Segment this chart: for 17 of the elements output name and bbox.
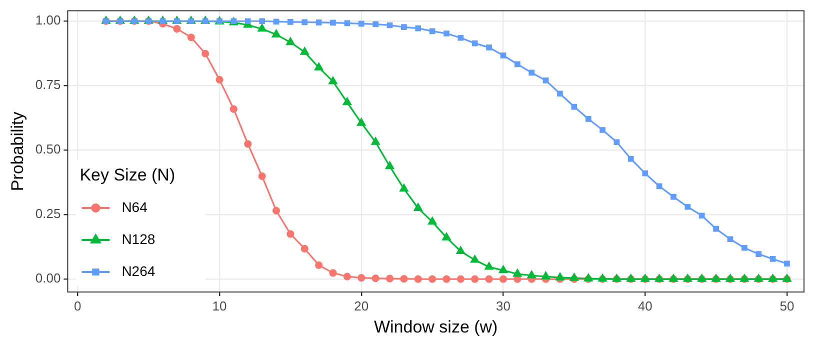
legend-title: Key Size (N) bbox=[80, 166, 176, 185]
x-axis-title: Window size (w) bbox=[374, 317, 498, 336]
legend-label: N64 bbox=[122, 198, 148, 215]
y-tick-label: 0.75 bbox=[35, 77, 61, 92]
x-tick-label: 20 bbox=[354, 298, 369, 314]
legend-label: N264 bbox=[122, 262, 156, 279]
y-tick-label: 0.50 bbox=[35, 142, 61, 157]
x-tick-label: 40 bbox=[638, 298, 652, 314]
x-tick-label: 50 bbox=[780, 298, 794, 314]
y-tick-label: 0.25 bbox=[35, 206, 61, 222]
legend-label: N128 bbox=[122, 230, 156, 247]
x-tick-label: 10 bbox=[212, 298, 227, 314]
y-tick-label: 1.00 bbox=[35, 12, 61, 28]
x-tick-label: 0 bbox=[74, 298, 82, 314]
y-tick-label: 0.00 bbox=[35, 270, 61, 286]
y-axis-title: Probability bbox=[8, 111, 27, 192]
x-tick-label: 30 bbox=[496, 298, 510, 314]
